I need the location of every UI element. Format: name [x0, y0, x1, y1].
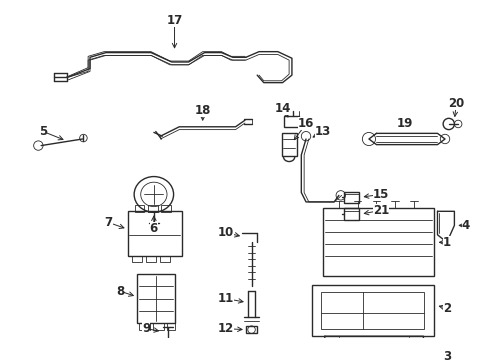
Bar — [135, 205, 144, 212]
Text: 20: 20 — [447, 97, 464, 110]
Bar — [148, 205, 157, 212]
Text: 6: 6 — [149, 222, 158, 235]
Bar — [322, 208, 433, 276]
Text: 12: 12 — [218, 322, 234, 335]
Bar — [146, 256, 156, 262]
Bar — [343, 208, 358, 220]
Bar — [281, 133, 296, 156]
Text: 9: 9 — [142, 322, 150, 335]
Text: 18: 18 — [194, 104, 210, 117]
Bar — [343, 192, 358, 203]
Text: 7: 7 — [104, 216, 113, 229]
Bar — [139, 323, 150, 330]
Text: 3: 3 — [442, 350, 450, 360]
Bar — [160, 256, 169, 262]
Bar — [127, 211, 182, 256]
Text: 21: 21 — [372, 204, 388, 217]
Text: 5: 5 — [39, 125, 47, 138]
Text: 14: 14 — [274, 102, 290, 114]
Bar — [284, 116, 299, 127]
Bar — [132, 256, 142, 262]
Text: 15: 15 — [372, 188, 388, 201]
Text: 1: 1 — [442, 236, 450, 249]
Text: 2: 2 — [442, 302, 450, 315]
Text: 17: 17 — [166, 14, 183, 27]
Bar — [161, 205, 170, 212]
Bar — [311, 284, 433, 336]
Bar — [245, 326, 257, 333]
Text: 4: 4 — [461, 219, 469, 232]
Text: 16: 16 — [297, 117, 314, 130]
Bar — [321, 292, 424, 329]
Text: 10: 10 — [218, 226, 234, 239]
Bar — [137, 274, 174, 323]
Text: 19: 19 — [396, 117, 412, 130]
Bar — [153, 323, 164, 330]
Text: 13: 13 — [314, 125, 330, 138]
Text: 8: 8 — [116, 285, 124, 298]
Bar — [167, 323, 174, 330]
Text: 11: 11 — [218, 292, 234, 305]
